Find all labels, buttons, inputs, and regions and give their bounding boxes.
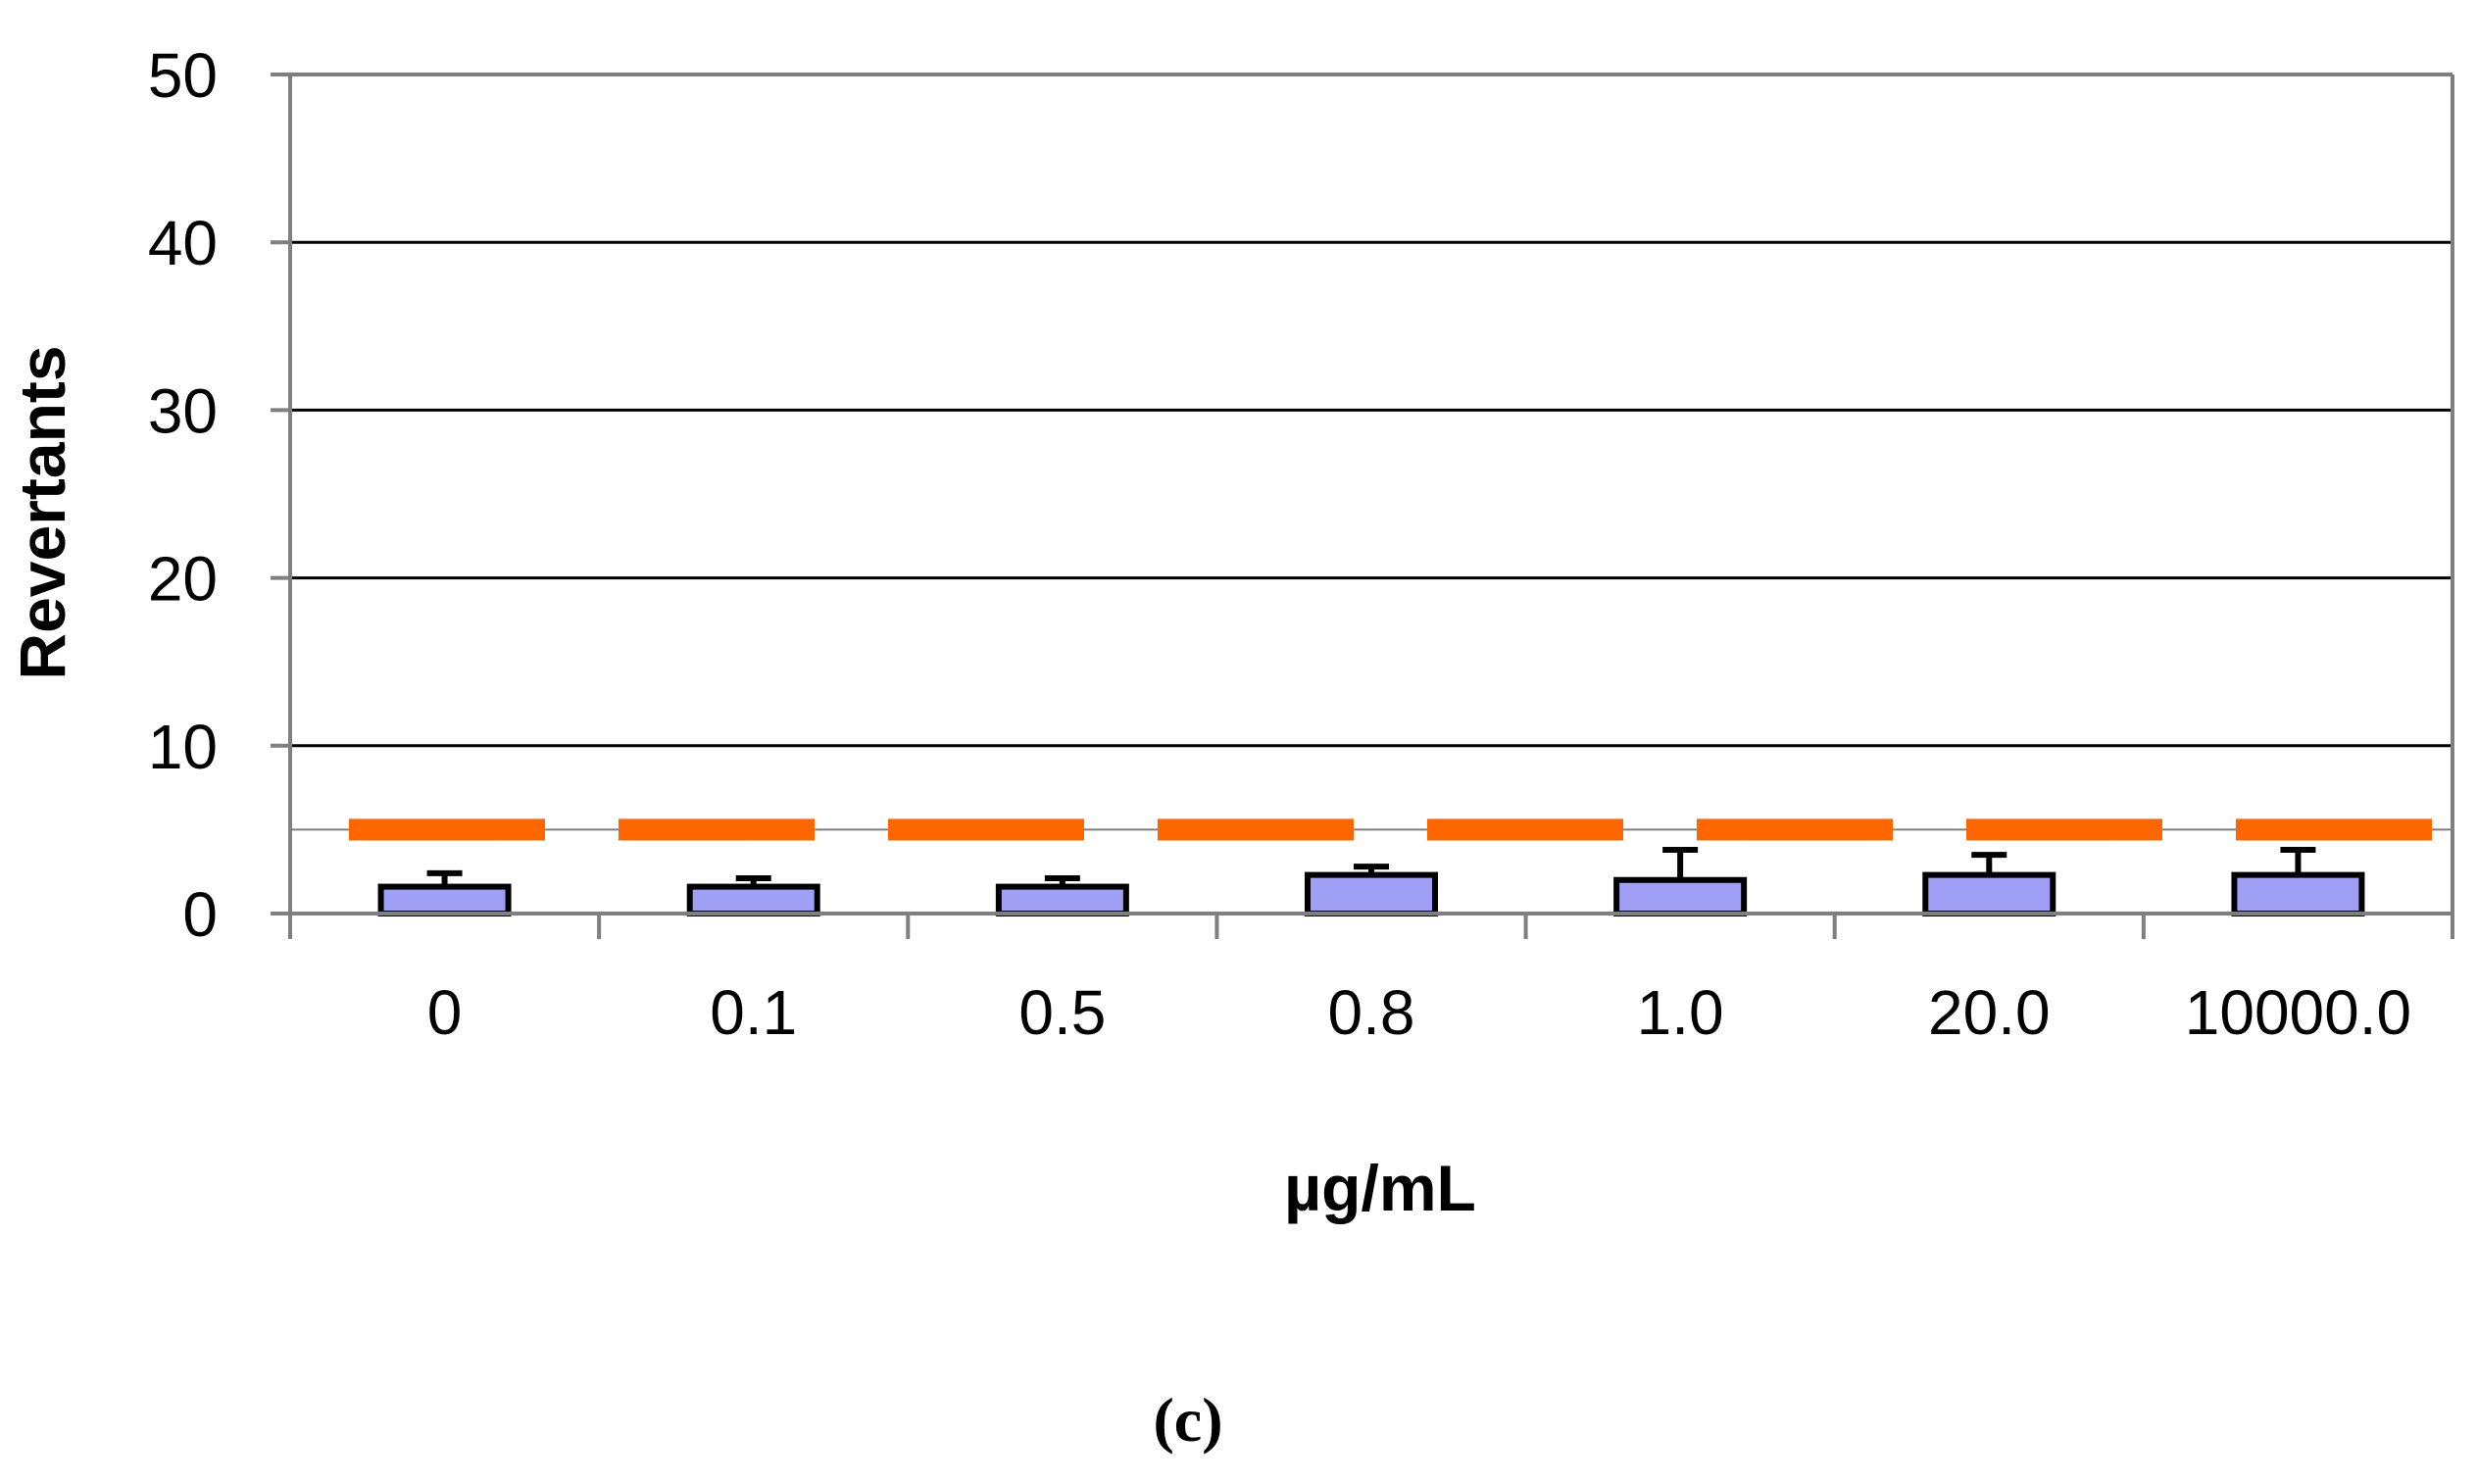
gridlines <box>290 73 2452 748</box>
bars <box>377 846 2365 917</box>
bar-1.0 <box>1613 876 1748 917</box>
y-tick-labels: 0 10 20 30 40 50 <box>148 40 218 950</box>
y-tick-label-0: 0 <box>182 879 218 950</box>
y-axis-title: Revertants <box>6 345 78 679</box>
x-axis-title: µg/mL <box>1284 1152 1476 1224</box>
y-tick-label-3: 30 <box>148 375 218 446</box>
y-tick-label-5: 50 <box>148 40 218 111</box>
x-tick-label-0.1: 0.1 <box>710 977 797 1048</box>
x-tick-label-10000.0: 10000.0 <box>2185 977 2411 1048</box>
bar-0.8 <box>1305 871 1438 917</box>
x-tick-label-0: 0 <box>427 977 463 1048</box>
y-tick-label-1: 10 <box>148 712 218 782</box>
x-tick-label-0.8: 0.8 <box>1328 977 1415 1048</box>
bar-0 <box>377 883 512 916</box>
bar-0.5 <box>995 883 1129 916</box>
bar-20.0 <box>1922 871 2056 917</box>
axes <box>271 73 2454 939</box>
panel-label: (c) <box>1153 1385 1222 1455</box>
bar-0.1 <box>686 883 820 916</box>
x-tick-label-0.5: 0.5 <box>1018 977 1106 1048</box>
y-tick-label-2: 20 <box>148 544 218 615</box>
x-tick-labels: 0 0.1 0.5 0.8 1.0 20.0 10000.0 <box>427 977 2411 1048</box>
x-tick-label-1.0: 1.0 <box>1637 977 1724 1048</box>
x-tick-label-20.0: 20.0 <box>1928 977 2051 1048</box>
y-tick-label-4: 40 <box>148 208 218 278</box>
bar-10000.0 <box>2231 871 2365 917</box>
